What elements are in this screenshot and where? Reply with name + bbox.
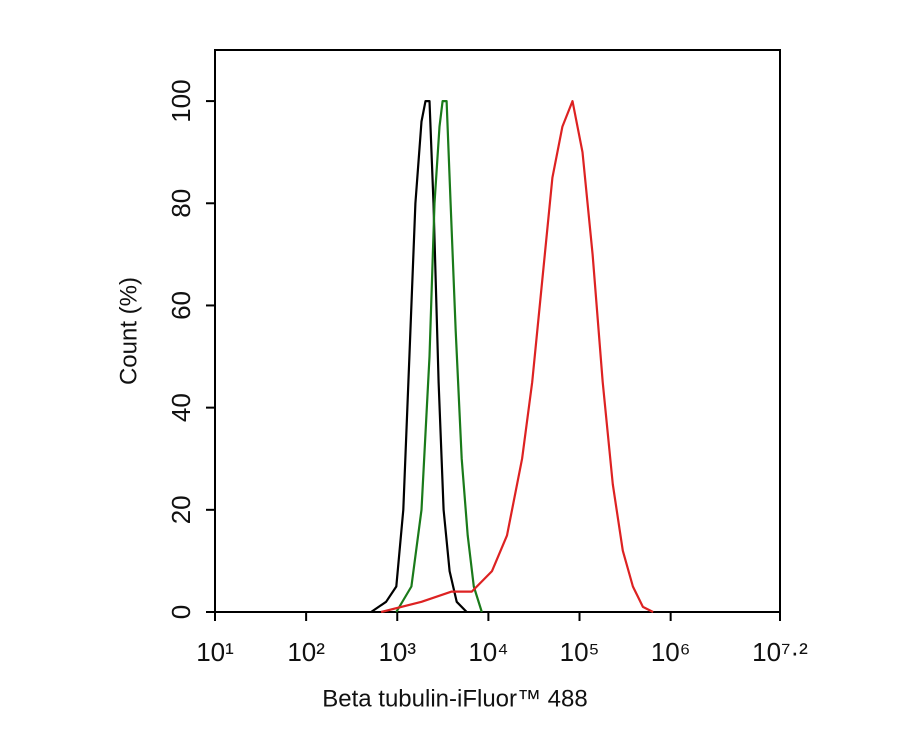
x-tick-label: 10⁴ [468, 637, 508, 667]
y-tick-label: 40 [166, 393, 196, 422]
x-tick-label: 10⁶ [651, 637, 691, 667]
x-tick-label: 10⁵ [560, 637, 600, 667]
y-tick-label: 80 [166, 189, 196, 218]
y-tick-label: 60 [166, 291, 196, 320]
x-tick-label: 10⁷·² [752, 637, 808, 667]
y-tick-label: 100 [166, 79, 196, 122]
plot-frame [214, 49, 781, 613]
histogram-line [395, 100, 483, 613]
histogram-line [380, 100, 654, 614]
x-axis-label: Beta tubulin-iFluor™ 488 [322, 685, 587, 712]
x-tick-label: 10¹ [196, 637, 234, 667]
x-tick-label: 10³ [378, 637, 416, 667]
y-tick-label: 20 [166, 495, 196, 524]
y-axis-label: Count (%) [115, 277, 142, 385]
y-tick-label: 0 [166, 605, 196, 619]
histogram-line [370, 100, 468, 613]
x-tick-label: 10² [287, 637, 325, 667]
